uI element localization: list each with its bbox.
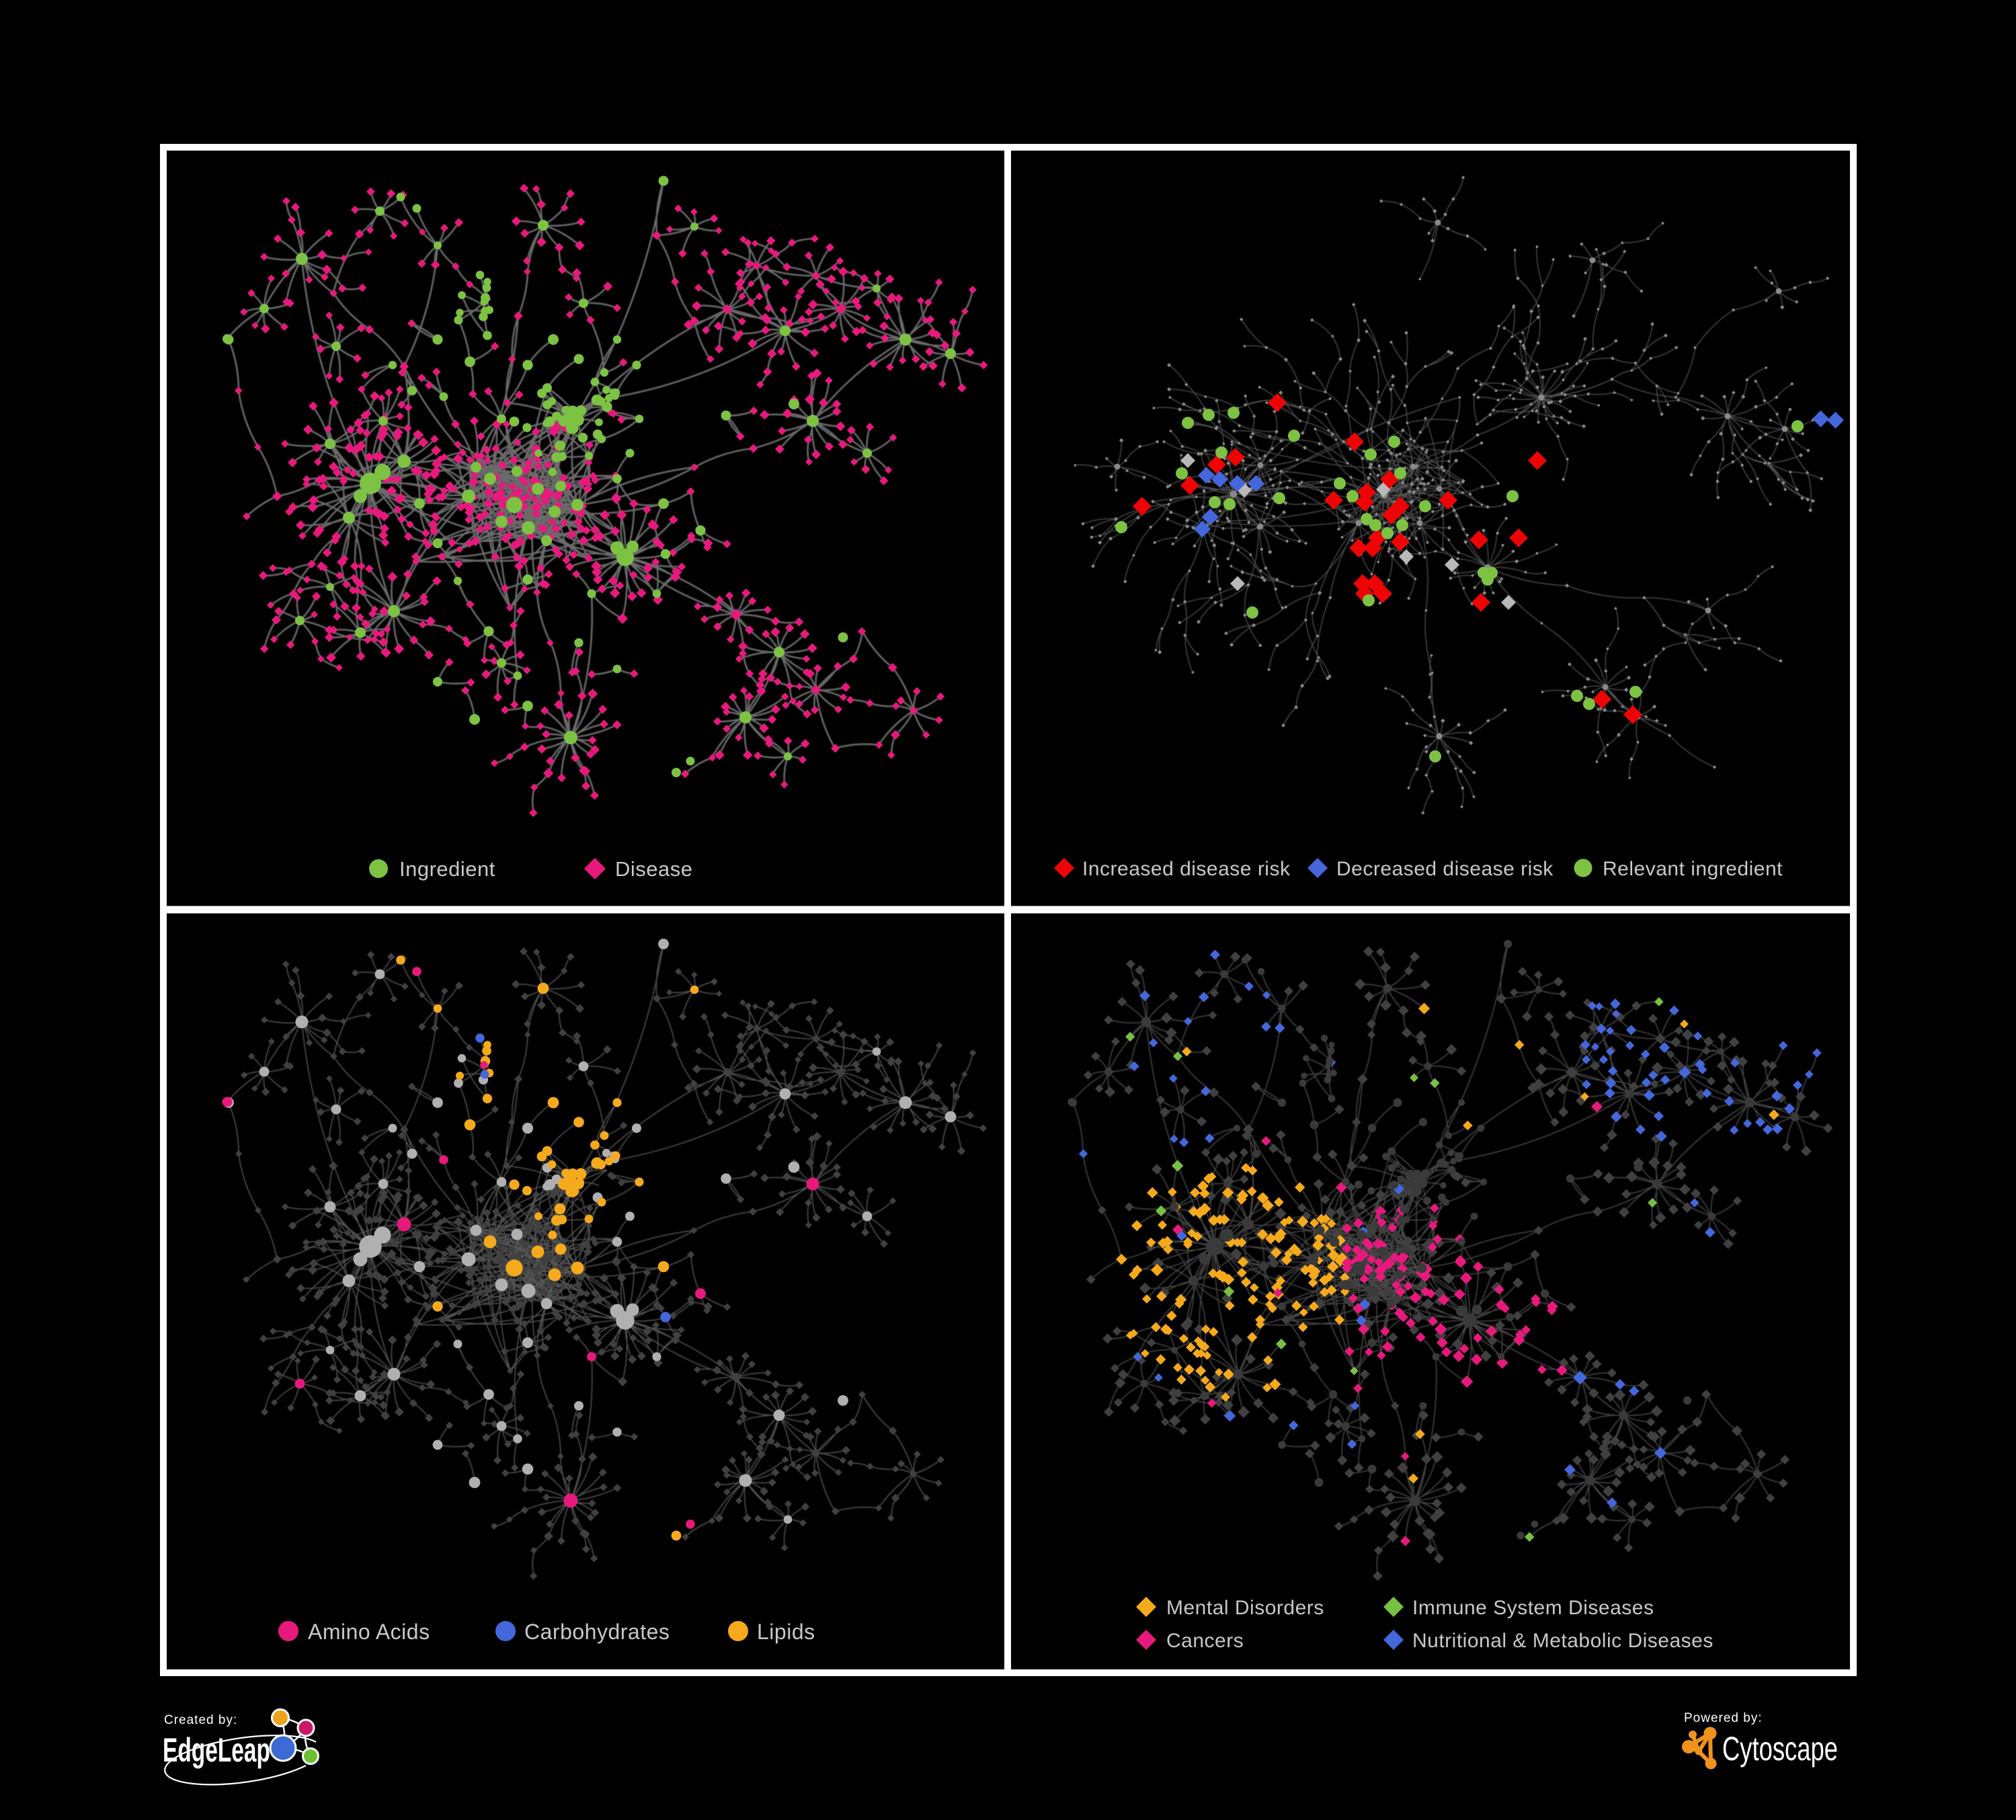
svg-text:Powered by:: Powered by:: [1684, 1711, 1763, 1725]
svg-text:Lipids: Lipids: [757, 1620, 815, 1644]
svg-text:Immune System Diseases: Immune System Diseases: [1412, 1597, 1654, 1619]
svg-text:Decreased disease risk: Decreased disease risk: [1336, 858, 1554, 880]
svg-text:Created by:: Created by:: [164, 1713, 237, 1727]
svg-text:Cytoscape: Cytoscape: [1722, 1730, 1838, 1768]
svg-text:Carbohydrates: Carbohydrates: [524, 1620, 670, 1644]
svg-text:Increased disease risk: Increased disease risk: [1082, 858, 1291, 880]
svg-text:Disease: Disease: [615, 857, 693, 881]
svg-text:Ingredient: Ingredient: [399, 857, 495, 881]
svg-text:Mental Disorders: Mental Disorders: [1166, 1597, 1324, 1619]
svg-text:Cancers: Cancers: [1166, 1630, 1244, 1652]
svg-text:EdgeLeap: EdgeLeap: [163, 1731, 270, 1769]
svg-text:Nutritional & Metabolic Diseas: Nutritional & Metabolic Diseases: [1412, 1630, 1713, 1652]
svg-text:Relevant ingredient: Relevant ingredient: [1603, 858, 1783, 880]
svg-text:Amino Acids: Amino Acids: [308, 1620, 430, 1644]
